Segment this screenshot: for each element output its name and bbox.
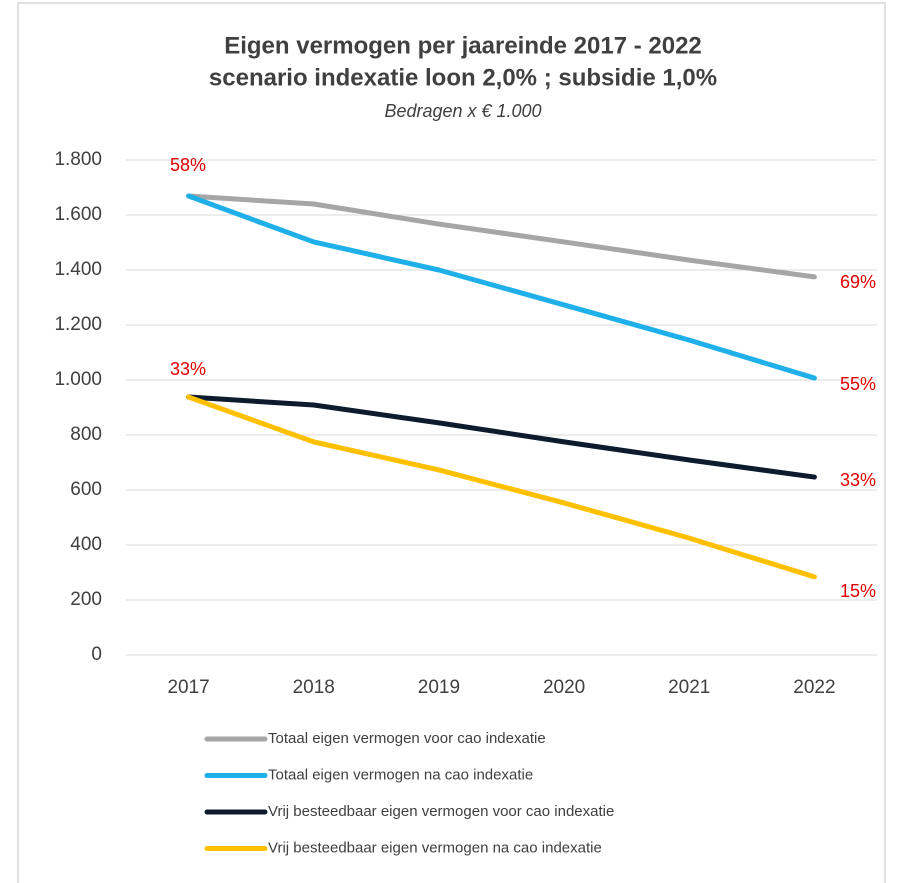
line-series (186, 394, 817, 480)
x-tick-label: 2017 (167, 677, 209, 698)
annotation: 33% (170, 359, 206, 379)
y-tick-label: 1.200 (54, 314, 102, 335)
x-tick-label: 2022 (793, 677, 835, 698)
x-tick-label: 2021 (668, 677, 710, 698)
annotation: 33% (840, 470, 876, 490)
x-tick-label: 2018 (293, 677, 335, 698)
y-tick-label: 600 (70, 479, 102, 500)
x-tick-label: 2019 (418, 677, 460, 698)
y-tick-label: 800 (70, 424, 102, 445)
y-tick-label: 1.000 (54, 369, 102, 390)
y-tick-label: 1.800 (54, 149, 102, 170)
legend-label: Vrij besteedbaar eigen vermogen na cao i… (268, 839, 602, 856)
line-series (186, 193, 817, 280)
y-tick-label: 0 (91, 644, 102, 665)
legend-label: Totaal eigen vermogen na cao indexatie (268, 766, 533, 783)
chart-note: Bedragen x € 1.000 (384, 101, 541, 121)
annotation: 55% (840, 374, 876, 394)
y-tick-label: 200 (70, 589, 102, 610)
chart-border (17, 2, 886, 883)
chart-title: Eigen vermogen per jaareinde 2017 - 2022 (224, 32, 702, 59)
annotation: 69% (840, 272, 876, 292)
y-tick-label: 1.400 (54, 259, 102, 280)
x-tick-label: 2020 (543, 677, 585, 698)
y-tick-label: 1.600 (54, 204, 102, 225)
annotation: 15% (840, 581, 876, 601)
y-tick-label: 400 (70, 534, 102, 555)
line-series (186, 193, 817, 381)
legend-label: Vrij besteedbaar eigen vermogen voor cao… (268, 803, 614, 820)
chart-subtitle: scenario indexatie loon 2,0% ; subsidie … (209, 64, 717, 91)
line-series (186, 394, 817, 580)
annotation: 58% (170, 155, 206, 175)
legend-label: Totaal eigen vermogen voor cao indexatie (268, 730, 546, 747)
